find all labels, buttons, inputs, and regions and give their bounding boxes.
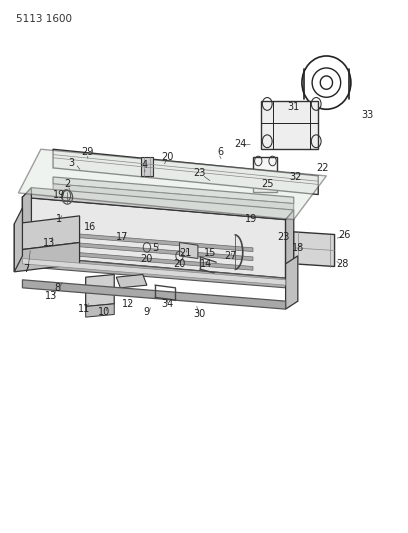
Polygon shape <box>286 210 294 278</box>
Polygon shape <box>22 280 286 309</box>
Text: 18: 18 <box>292 243 304 253</box>
Polygon shape <box>14 243 80 272</box>
Text: 25: 25 <box>261 179 273 189</box>
Text: 28: 28 <box>337 259 349 269</box>
Text: 27: 27 <box>224 251 237 261</box>
Polygon shape <box>22 197 286 278</box>
Text: 21: 21 <box>180 248 192 258</box>
Text: 6: 6 <box>217 147 224 157</box>
Text: 24: 24 <box>235 139 247 149</box>
Polygon shape <box>53 177 294 204</box>
Text: 13: 13 <box>43 238 55 247</box>
Text: 9: 9 <box>144 307 150 317</box>
Polygon shape <box>22 188 31 256</box>
Text: 20: 20 <box>173 259 186 269</box>
Polygon shape <box>86 304 114 317</box>
Polygon shape <box>294 232 335 266</box>
Text: 15: 15 <box>204 248 216 258</box>
Polygon shape <box>116 274 147 288</box>
Text: 4: 4 <box>142 160 148 170</box>
Polygon shape <box>14 208 22 272</box>
Polygon shape <box>180 243 198 259</box>
Text: 26: 26 <box>339 230 351 239</box>
Polygon shape <box>86 274 114 306</box>
Text: 10: 10 <box>98 307 110 317</box>
Text: 2: 2 <box>64 179 71 189</box>
Polygon shape <box>286 256 298 309</box>
Polygon shape <box>22 188 294 220</box>
FancyBboxPatch shape <box>253 157 277 192</box>
Text: 17: 17 <box>116 232 129 242</box>
Text: 5113 1600: 5113 1600 <box>16 14 72 23</box>
Text: 13: 13 <box>45 291 57 301</box>
Text: 19: 19 <box>245 214 257 223</box>
Text: 14: 14 <box>200 259 212 269</box>
Text: 8: 8 <box>54 283 60 293</box>
Text: 23: 23 <box>277 232 290 242</box>
Text: 34: 34 <box>161 299 173 309</box>
Text: 31: 31 <box>288 102 300 111</box>
Polygon shape <box>53 241 253 261</box>
Text: 16: 16 <box>84 222 96 231</box>
Text: 30: 30 <box>194 310 206 319</box>
Polygon shape <box>53 184 294 210</box>
Polygon shape <box>18 149 326 220</box>
Polygon shape <box>22 259 286 285</box>
Text: 20: 20 <box>161 152 173 162</box>
Text: 7: 7 <box>23 264 30 274</box>
Text: 33: 33 <box>361 110 373 119</box>
Polygon shape <box>53 251 253 270</box>
Polygon shape <box>141 157 153 176</box>
Text: 23: 23 <box>194 168 206 178</box>
Text: 19: 19 <box>53 190 65 199</box>
FancyBboxPatch shape <box>261 101 318 149</box>
Text: 1: 1 <box>56 214 62 223</box>
Text: 11: 11 <box>78 304 90 314</box>
Text: 22: 22 <box>316 163 328 173</box>
Text: 3: 3 <box>68 158 75 167</box>
Polygon shape <box>14 216 80 251</box>
Text: 5: 5 <box>152 243 158 253</box>
Text: 20: 20 <box>141 254 153 263</box>
Polygon shape <box>53 232 253 252</box>
Polygon shape <box>53 149 318 195</box>
Text: 32: 32 <box>290 172 302 182</box>
Text: 12: 12 <box>122 299 135 309</box>
Polygon shape <box>22 256 286 288</box>
Text: 29: 29 <box>82 147 94 157</box>
